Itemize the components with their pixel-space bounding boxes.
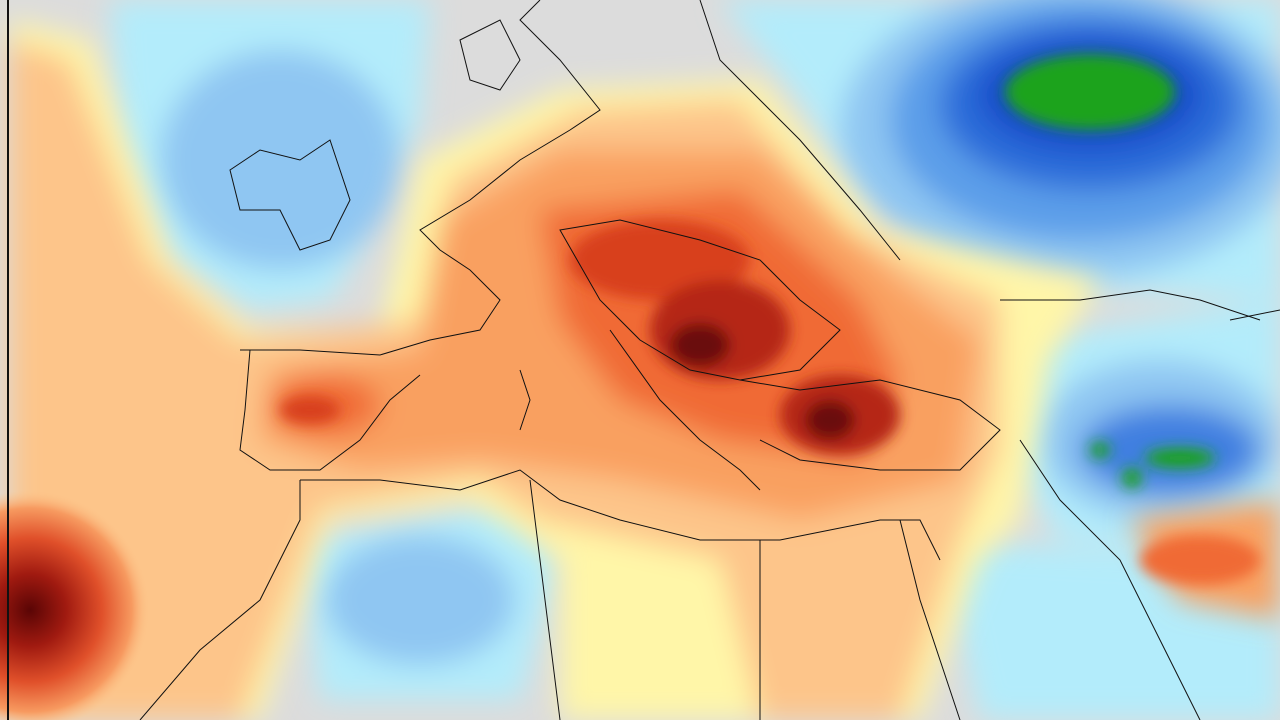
hot-cores <box>280 220 1260 585</box>
extreme-cold <box>1005 54 1215 488</box>
borders <box>139 0 1280 720</box>
atlantic-hotspot <box>0 490 150 720</box>
